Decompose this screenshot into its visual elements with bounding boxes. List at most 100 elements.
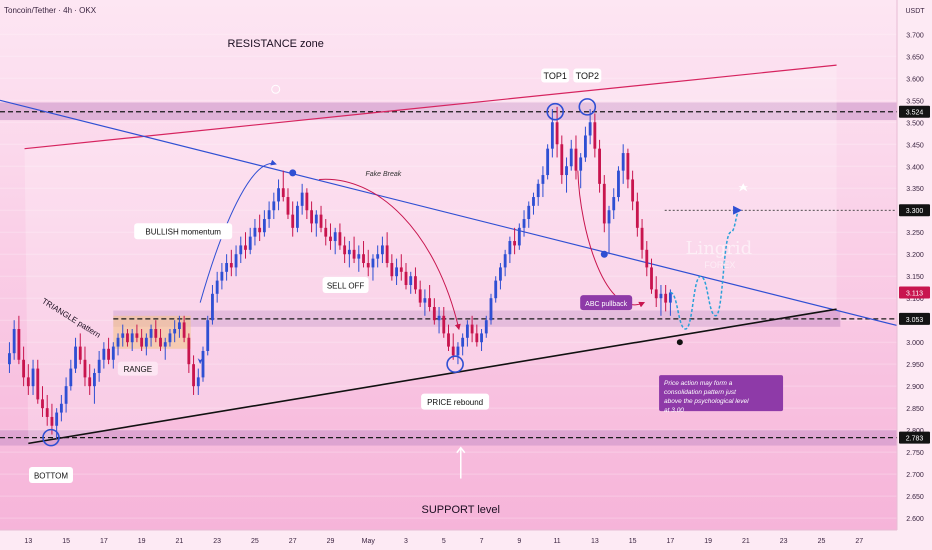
range-label-group: RANGE <box>117 361 158 376</box>
candle-body <box>357 254 361 259</box>
candle <box>244 232 247 259</box>
candle <box>565 157 568 193</box>
candle-body <box>201 350 205 378</box>
time-axis-pane[interactable] <box>0 530 897 550</box>
price-tag[interactable]: 2.783 <box>899 431 930 444</box>
candle <box>475 324 479 347</box>
y-tick-label: 2.750 <box>906 450 924 457</box>
rebound-marker <box>446 355 464 373</box>
candle-body <box>26 377 30 387</box>
projection-path <box>670 205 743 330</box>
price-axis-pane[interactable] <box>897 0 932 550</box>
y-tick-label: 2.600 <box>906 516 924 523</box>
candle-body <box>527 205 531 220</box>
candle-body <box>371 258 375 268</box>
price-rebound-label-box <box>421 393 490 410</box>
candle <box>177 315 181 338</box>
candle-body <box>31 368 35 387</box>
candle-body <box>97 359 101 373</box>
y-tick-label: 3.250 <box>906 230 924 237</box>
x-tick-label: 27 <box>855 538 863 545</box>
candle <box>97 350 101 382</box>
x-tick-label: 3 <box>404 538 408 545</box>
candle-body <box>593 122 597 149</box>
candle-body <box>432 307 436 321</box>
price-tag[interactable]: 3.113 <box>899 286 930 299</box>
price-tag[interactable]: 3.300 <box>899 204 930 217</box>
y-tick-label: 2.850 <box>906 406 924 413</box>
sell-off-label: SELL OFF <box>327 282 365 291</box>
candle <box>215 271 219 303</box>
candle <box>598 139 601 193</box>
x-tick-label: 7 <box>480 538 484 545</box>
price-tag-box <box>899 105 930 118</box>
candle <box>668 289 672 316</box>
candle-body <box>664 293 668 303</box>
candle <box>579 153 583 189</box>
candle-body <box>503 254 507 268</box>
candle-body <box>607 210 611 224</box>
candle <box>220 263 224 290</box>
candle <box>88 364 92 395</box>
candle <box>17 315 21 365</box>
candle-body <box>343 245 347 255</box>
candle <box>262 210 266 237</box>
candle <box>451 333 455 360</box>
candle <box>107 337 111 365</box>
candle <box>654 276 658 308</box>
candle-body <box>536 183 540 198</box>
candle-body <box>182 322 186 338</box>
candle <box>59 394 63 422</box>
candle-body <box>409 276 413 286</box>
price-tag[interactable]: 3.524 <box>899 105 930 118</box>
candle-body <box>253 227 257 237</box>
candle-body <box>74 346 77 369</box>
top2-label-group: TOP2 <box>573 68 602 83</box>
candle-body <box>78 346 82 360</box>
candle-body <box>560 144 564 176</box>
callout-group: Price action may form a consolidation pat… <box>659 375 784 414</box>
candle <box>456 342 460 365</box>
candle <box>508 236 512 264</box>
candle <box>352 236 356 264</box>
candle-body <box>55 412 59 426</box>
candle <box>555 106 559 158</box>
candle <box>484 315 488 338</box>
x-tick-label: 17 <box>100 538 108 545</box>
y-tick-label: 3.700 <box>906 32 924 39</box>
candle-body <box>102 348 106 360</box>
candle-body <box>281 188 285 198</box>
candle-body <box>461 337 465 347</box>
y-tick-label: 2.650 <box>906 494 924 501</box>
candle <box>404 263 408 290</box>
candle-body <box>286 197 290 215</box>
candle <box>503 249 507 277</box>
candle <box>12 320 16 360</box>
candle-body <box>314 214 318 224</box>
resistance-zone-icon <box>271 84 281 94</box>
price-tag[interactable]: 3.053 <box>899 312 930 325</box>
x-tick-label: 23 <box>213 538 221 545</box>
price-tag-label: 3.053 <box>906 317 924 324</box>
candle-body <box>522 219 526 228</box>
candle-body <box>550 122 554 149</box>
candle <box>607 205 611 255</box>
candle-body <box>546 148 550 176</box>
price-tag-box <box>899 431 930 444</box>
candle-body <box>617 170 620 198</box>
callout-text-line: above the psychological level <box>664 398 749 405</box>
candle <box>8 342 11 373</box>
x-tick-label: 27 <box>289 538 297 545</box>
candle-body <box>423 298 427 303</box>
candle <box>234 245 238 277</box>
candle <box>229 249 233 277</box>
y-tick-label: 3.650 <box>906 54 924 61</box>
candle <box>517 223 521 250</box>
candle-body <box>508 241 512 255</box>
candle <box>78 333 82 365</box>
candle-body <box>154 328 158 338</box>
candle-body <box>513 241 517 246</box>
candle <box>532 192 535 215</box>
candle-body <box>163 342 167 347</box>
